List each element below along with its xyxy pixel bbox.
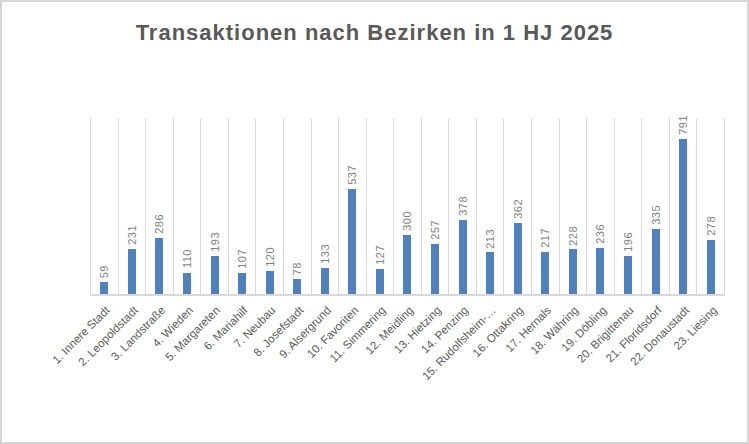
bar [431, 244, 439, 294]
bar-value-text: 286 [153, 214, 165, 234]
category-cell: 231 [118, 118, 146, 294]
bar-value-label: 236 [594, 224, 606, 244]
bar-value-text: 59 [98, 265, 110, 278]
bar [155, 238, 163, 294]
category-cell: 193 [200, 118, 228, 294]
bar-value-label: 378 [457, 196, 469, 216]
bar-value-text: 133 [319, 244, 331, 264]
category-cell: 335 [641, 118, 669, 294]
bar-value-text: 196 [622, 232, 634, 252]
bar [211, 256, 219, 294]
bar-value-text: 78 [291, 262, 303, 275]
bar-value-label: 120 [264, 247, 276, 267]
category-cell: 127 [366, 118, 394, 294]
category-cell: 228 [559, 118, 587, 294]
bar [652, 229, 660, 295]
bar-value-text: 537 [346, 165, 358, 185]
bar [100, 282, 108, 294]
bar-value-label: 228 [567, 226, 579, 246]
category-cell: 78 [283, 118, 311, 294]
category-cell: 378 [448, 118, 476, 294]
bar-value-label: 278 [705, 216, 717, 236]
category-cell: 286 [145, 118, 173, 294]
bar [707, 240, 715, 294]
bar [376, 269, 384, 294]
category-cell: 196 [614, 118, 642, 294]
bar [569, 249, 577, 294]
bar-value-label: 196 [622, 232, 634, 252]
bar [238, 273, 246, 294]
bar [183, 273, 191, 295]
bar [321, 268, 329, 294]
category-cell: 537 [338, 118, 366, 294]
bar-value-label: 300 [401, 211, 413, 231]
bar-value-label: 110 [181, 249, 193, 268]
bar-value-text: 278 [705, 216, 717, 236]
bar-value-label: 257 [429, 220, 441, 240]
bar-value-label: 231 [126, 225, 138, 245]
category-cell: 107 [228, 118, 256, 294]
bar-value-label: 107 [236, 249, 248, 269]
bar-value-text: 378 [457, 196, 469, 216]
bar-value-text: 228 [567, 226, 579, 246]
bar-value-label: 127 [374, 245, 386, 265]
bar-value-text: 213 [484, 229, 496, 249]
category-cell: 791 [669, 118, 697, 294]
bar-value-label: 335 [650, 205, 662, 225]
bar-value-text: 362 [512, 199, 524, 219]
bar-value-label: 213 [484, 229, 496, 249]
bar-value-text: 236 [594, 224, 606, 244]
bar-value-label: 217 [539, 228, 551, 248]
category-cell: 213 [476, 118, 504, 294]
bar [348, 189, 356, 294]
plot-area: 591. Innere Stadt2312. Leopoldstadt2863.… [90, 118, 725, 296]
bar-value-text: 110 [181, 249, 193, 268]
category-cell: 278 [696, 118, 724, 294]
bar [128, 249, 136, 294]
category-cell: 217 [531, 118, 559, 294]
bar [403, 235, 411, 294]
category-cell: 362 [503, 118, 531, 294]
bar-value-text: 231 [126, 225, 138, 245]
bar-value-label: 791 [677, 115, 689, 135]
category-cell: 120 [255, 118, 283, 294]
bar-value-label: 537 [346, 165, 358, 185]
bar [679, 139, 687, 294]
bar-value-text: 193 [209, 232, 221, 252]
category-cell: 59 [90, 118, 118, 294]
bar-value-text: 107 [236, 249, 248, 269]
bar-value-text: 257 [429, 220, 441, 240]
bar-value-text: 217 [539, 228, 551, 248]
bar-value-text: 127 [374, 245, 386, 265]
category-cell: 257 [421, 118, 449, 294]
bar [596, 248, 604, 294]
bar-value-text: 335 [650, 205, 662, 225]
bar [293, 279, 301, 294]
bar [266, 271, 274, 294]
category-cell: 300 [393, 118, 421, 294]
category-cell: 133 [311, 118, 339, 294]
bar-value-text: 300 [401, 211, 413, 231]
bar-value-label: 286 [153, 214, 165, 234]
category-cell: 110 [173, 118, 201, 294]
bar-value-label: 362 [512, 199, 524, 219]
category-cell: 236 [586, 118, 614, 294]
bar-value-label: 59 [98, 265, 110, 278]
bar-value-text: 120 [264, 247, 276, 267]
bar [459, 220, 467, 294]
bar-value-label: 78 [291, 262, 303, 275]
bar [514, 223, 522, 294]
bar [486, 252, 494, 294]
bar-value-text: 791 [677, 115, 689, 135]
chart-frame: Transaktionen nach Bezirken in 1 HJ 2025… [0, 0, 749, 444]
bar [541, 252, 549, 294]
bar-value-label: 193 [209, 232, 221, 252]
bar [624, 256, 632, 294]
chart-title: Transaktionen nach Bezirken in 1 HJ 2025 [125, 16, 625, 50]
bar-value-label: 133 [319, 244, 331, 264]
